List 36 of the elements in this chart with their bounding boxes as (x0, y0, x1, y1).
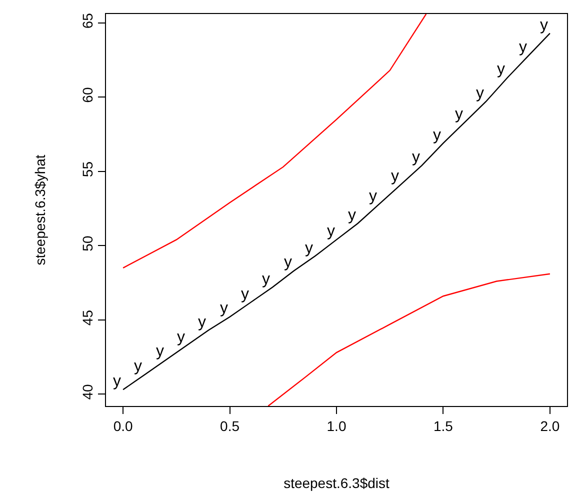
text: y (476, 85, 484, 102)
y-tick-label: 45 (79, 310, 96, 326)
text: y (284, 254, 292, 271)
text: y (497, 61, 505, 78)
text: y (241, 286, 249, 303)
x-tick-label: 2.0 (540, 418, 560, 434)
text: y (433, 127, 441, 144)
series-label: y (305, 240, 313, 257)
text: y (134, 358, 142, 375)
x-tick-label: 0.0 (113, 418, 134, 434)
text: y (540, 17, 548, 34)
x-tick-label: 0.5 (220, 418, 240, 434)
text: y (327, 223, 335, 240)
text: y (220, 300, 228, 317)
text: y (348, 207, 356, 224)
y-axis-title: steepest.6.3$yhat (32, 154, 48, 266)
y-tick-label: 60 (79, 87, 96, 103)
text: y (156, 343, 164, 360)
x-axis-title: steepest.6.3$dist (284, 475, 390, 492)
text: y (113, 373, 121, 390)
text: y (262, 271, 270, 288)
text: y (391, 168, 399, 185)
text: y (519, 39, 527, 56)
y-tick-label: 50 (79, 236, 96, 252)
text: y (369, 188, 377, 205)
text: y (198, 314, 206, 331)
text: y (455, 106, 463, 123)
text: y (412, 149, 420, 166)
y-tick-label: 65 (79, 12, 96, 29)
text: y (177, 329, 185, 346)
line-series (122, 32, 551, 390)
y-tick-label: 40 (79, 384, 96, 400)
x-tick-label: 1.0 (326, 418, 346, 434)
x-tick-label: 1.5 (433, 418, 454, 434)
line-series (122, 14, 427, 269)
y-tick-label: 55 (79, 161, 96, 178)
